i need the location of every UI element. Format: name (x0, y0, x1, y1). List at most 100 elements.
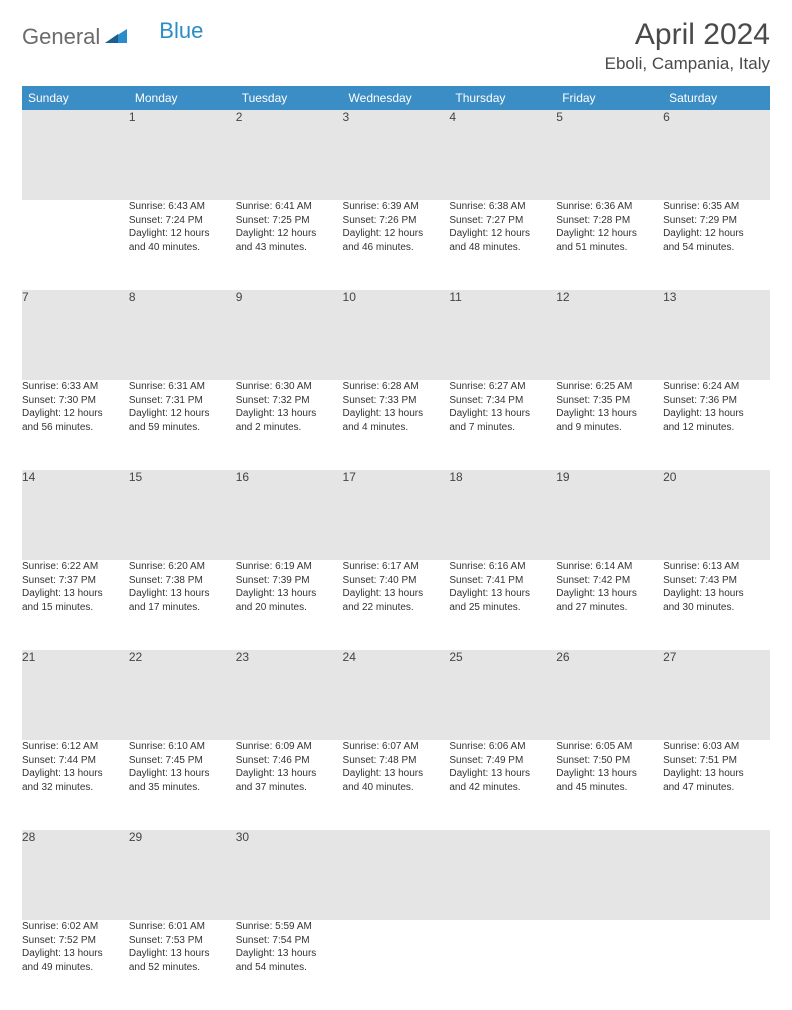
sunset-text: Sunset: 7:39 PM (236, 574, 343, 588)
daylight-text: Daylight: 13 hours (236, 947, 343, 961)
calendar-body: 123456 Sunrise: 6:43 AMSunset: 7:24 PMDa… (22, 110, 770, 1010)
location: Eboli, Campania, Italy (605, 54, 770, 74)
daylight-text: Daylight: 12 hours (556, 227, 663, 241)
sunrise-text: Sunrise: 6:12 AM (22, 740, 129, 754)
sunrise-text: Sunrise: 6:03 AM (663, 740, 770, 754)
day-number-row: 14151617181920 (22, 470, 770, 560)
sunset-text: Sunset: 7:34 PM (449, 394, 556, 408)
day-detail-cell: Sunrise: 6:22 AMSunset: 7:37 PMDaylight:… (22, 560, 129, 650)
daylight-text: Daylight: 12 hours (129, 407, 236, 421)
sunset-text: Sunset: 7:54 PM (236, 934, 343, 948)
sunset-text: Sunset: 7:38 PM (129, 574, 236, 588)
day-detail-cell: Sunrise: 6:38 AMSunset: 7:27 PMDaylight:… (449, 200, 556, 290)
daylight-text: Daylight: 13 hours (129, 767, 236, 781)
day-detail-cell: Sunrise: 6:07 AMSunset: 7:48 PMDaylight:… (343, 740, 450, 830)
sunset-text: Sunset: 7:24 PM (129, 214, 236, 228)
day-number-cell: 23 (236, 650, 343, 740)
sunrise-text: Sunrise: 6:30 AM (236, 380, 343, 394)
daylight-text: Daylight: 13 hours (556, 767, 663, 781)
day-number-cell: 10 (343, 290, 450, 380)
day-number-cell: 9 (236, 290, 343, 380)
sunset-text: Sunset: 7:41 PM (449, 574, 556, 588)
sunset-text: Sunset: 7:33 PM (343, 394, 450, 408)
day-detail-cell: Sunrise: 6:03 AMSunset: 7:51 PMDaylight:… (663, 740, 770, 830)
day-number-row: 123456 (22, 110, 770, 200)
daylight-text: Daylight: 13 hours (663, 767, 770, 781)
day-number-cell: 26 (556, 650, 663, 740)
sunset-text: Sunset: 7:42 PM (556, 574, 663, 588)
sunset-text: Sunset: 7:43 PM (663, 574, 770, 588)
day-detail-cell: Sunrise: 6:30 AMSunset: 7:32 PMDaylight:… (236, 380, 343, 470)
sunrise-text: Sunrise: 6:25 AM (556, 380, 663, 394)
day-detail-cell: Sunrise: 6:20 AMSunset: 7:38 PMDaylight:… (129, 560, 236, 650)
daylight-text: and 7 minutes. (449, 421, 556, 435)
weekday-header: Sunday (22, 86, 129, 110)
day-detail-cell: Sunrise: 6:02 AMSunset: 7:52 PMDaylight:… (22, 920, 129, 1010)
daylight-text: Daylight: 12 hours (22, 407, 129, 421)
day-detail-cell (449, 920, 556, 1010)
day-detail-cell: Sunrise: 6:09 AMSunset: 7:46 PMDaylight:… (236, 740, 343, 830)
daylight-text: Daylight: 13 hours (236, 407, 343, 421)
day-detail-cell (22, 200, 129, 290)
sunrise-text: Sunrise: 6:19 AM (236, 560, 343, 574)
daylight-text: Daylight: 13 hours (236, 767, 343, 781)
sunrise-text: Sunrise: 6:24 AM (663, 380, 770, 394)
day-number-cell: 4 (449, 110, 556, 200)
weekday-header: Tuesday (236, 86, 343, 110)
day-detail-cell: Sunrise: 6:14 AMSunset: 7:42 PMDaylight:… (556, 560, 663, 650)
sunset-text: Sunset: 7:49 PM (449, 754, 556, 768)
day-detail-cell: Sunrise: 6:36 AMSunset: 7:28 PMDaylight:… (556, 200, 663, 290)
day-number-cell: 12 (556, 290, 663, 380)
daylight-text: and 2 minutes. (236, 421, 343, 435)
daylight-text: Daylight: 12 hours (663, 227, 770, 241)
weekday-header: Wednesday (343, 86, 450, 110)
day-detail-cell: Sunrise: 6:33 AMSunset: 7:30 PMDaylight:… (22, 380, 129, 470)
daylight-text: and 46 minutes. (343, 241, 450, 255)
daylight-text: and 48 minutes. (449, 241, 556, 255)
daylight-text: Daylight: 13 hours (22, 767, 129, 781)
sunset-text: Sunset: 7:35 PM (556, 394, 663, 408)
daylight-text: Daylight: 13 hours (129, 587, 236, 601)
daylight-text: and 42 minutes. (449, 781, 556, 795)
daylight-text: Daylight: 13 hours (22, 587, 129, 601)
day-number-cell: 19 (556, 470, 663, 560)
daylight-text: and 49 minutes. (22, 961, 129, 975)
sunset-text: Sunset: 7:51 PM (663, 754, 770, 768)
day-detail-row: Sunrise: 6:22 AMSunset: 7:37 PMDaylight:… (22, 560, 770, 650)
day-detail-cell: Sunrise: 6:12 AMSunset: 7:44 PMDaylight:… (22, 740, 129, 830)
day-detail-cell: Sunrise: 6:16 AMSunset: 7:41 PMDaylight:… (449, 560, 556, 650)
sunrise-text: Sunrise: 6:35 AM (663, 200, 770, 214)
day-number-cell: 13 (663, 290, 770, 380)
day-detail-cell: Sunrise: 6:28 AMSunset: 7:33 PMDaylight:… (343, 380, 450, 470)
day-number-cell: 29 (129, 830, 236, 920)
title-block: April 2024 Eboli, Campania, Italy (605, 18, 770, 74)
day-detail-row: Sunrise: 6:02 AMSunset: 7:52 PMDaylight:… (22, 920, 770, 1010)
sunrise-text: Sunrise: 6:28 AM (343, 380, 450, 394)
day-number-cell: 1 (129, 110, 236, 200)
weekday-header-row: Sunday Monday Tuesday Wednesday Thursday… (22, 86, 770, 110)
day-number-cell (343, 830, 450, 920)
day-number-cell: 27 (663, 650, 770, 740)
sunrise-text: Sunrise: 6:31 AM (129, 380, 236, 394)
sunset-text: Sunset: 7:27 PM (449, 214, 556, 228)
day-detail-cell: Sunrise: 6:27 AMSunset: 7:34 PMDaylight:… (449, 380, 556, 470)
daylight-text: Daylight: 13 hours (343, 407, 450, 421)
sunset-text: Sunset: 7:25 PM (236, 214, 343, 228)
daylight-text: and 56 minutes. (22, 421, 129, 435)
day-number-cell: 28 (22, 830, 129, 920)
day-number-row: 21222324252627 (22, 650, 770, 740)
daylight-text: Daylight: 13 hours (556, 587, 663, 601)
sunset-text: Sunset: 7:37 PM (22, 574, 129, 588)
daylight-text: and 32 minutes. (22, 781, 129, 795)
daylight-text: Daylight: 12 hours (129, 227, 236, 241)
daylight-text: and 37 minutes. (236, 781, 343, 795)
daylight-text: and 54 minutes. (236, 961, 343, 975)
sunrise-text: Sunrise: 6:16 AM (449, 560, 556, 574)
day-detail-cell (343, 920, 450, 1010)
day-number-cell: 17 (343, 470, 450, 560)
day-detail-cell: Sunrise: 6:24 AMSunset: 7:36 PMDaylight:… (663, 380, 770, 470)
sunset-text: Sunset: 7:48 PM (343, 754, 450, 768)
sunset-text: Sunset: 7:36 PM (663, 394, 770, 408)
sunrise-text: Sunrise: 6:09 AM (236, 740, 343, 754)
day-number-cell: 16 (236, 470, 343, 560)
